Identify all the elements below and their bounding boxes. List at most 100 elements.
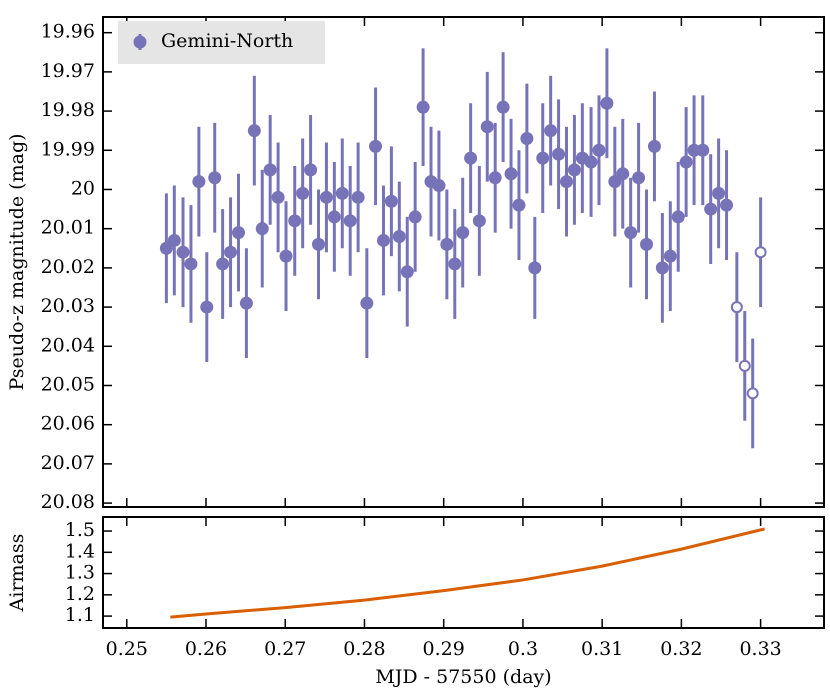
y-tick-label: 1.4 [65, 540, 95, 562]
x-tick-label: 0.29 [423, 638, 465, 660]
y-tick-label: 20.01 [41, 217, 95, 239]
y-tick-label: 20.06 [41, 413, 95, 435]
marker [208, 171, 222, 185]
marker [663, 249, 677, 263]
marker [608, 175, 622, 189]
x-tick-label: 0.3 [508, 638, 538, 660]
marker [271, 190, 285, 204]
marker [544, 124, 558, 138]
line [170, 527, 765, 619]
y-axis-label: Airmass [6, 534, 28, 613]
marker [520, 132, 534, 146]
marker [632, 171, 646, 185]
marker [319, 190, 333, 204]
marker [343, 214, 357, 228]
marker [616, 167, 630, 181]
marker [592, 143, 606, 157]
marker [416, 100, 430, 114]
marker [392, 230, 406, 244]
marker [472, 214, 486, 228]
marker [327, 210, 341, 224]
marker [480, 120, 494, 134]
marker [567, 163, 581, 177]
legend-box [118, 21, 325, 64]
marker [239, 296, 253, 310]
y-tick-label: 20.03 [41, 295, 95, 317]
x-tick-label: 0.25 [106, 638, 148, 660]
marker [496, 100, 510, 114]
plot-frame [102, 16, 825, 508]
y-tick-label: 20.08 [41, 491, 95, 513]
y-tick-label: 20.04 [41, 334, 95, 356]
marker [528, 261, 542, 275]
marker [600, 96, 614, 110]
marker [184, 257, 198, 271]
legend-marker [133, 35, 147, 49]
marker [464, 151, 478, 165]
marker [624, 226, 638, 240]
y-axis-label: Pseudo-z magnitude (mag) [6, 133, 28, 390]
x-axis-label: MJD - 57550 (day) [375, 666, 551, 688]
marker [312, 237, 326, 251]
marker [279, 249, 293, 263]
marker [536, 151, 550, 165]
marker [512, 198, 526, 212]
marker [655, 261, 669, 275]
marker [335, 186, 349, 200]
marker [384, 194, 398, 208]
x-tick-label: 0.27 [264, 638, 306, 660]
y-tick-label: 1.5 [65, 519, 95, 541]
marker [360, 296, 374, 310]
marker [304, 163, 318, 177]
marker [369, 139, 383, 153]
y-tick-label: 1.1 [65, 604, 95, 626]
y-tick-label: 20.07 [41, 452, 95, 474]
marker [584, 155, 598, 169]
y-tick-label: 19.97 [41, 60, 95, 82]
x-tick-label: 0.28 [343, 638, 385, 660]
marker [296, 186, 310, 200]
y-tick-label: 1.3 [65, 562, 95, 584]
marker [255, 222, 269, 236]
y-tick-label: 20.02 [41, 256, 95, 278]
marker [440, 237, 454, 251]
marker [224, 245, 238, 259]
y-tick-label: 19.96 [41, 21, 95, 43]
marker [754, 246, 767, 259]
marker [488, 171, 502, 185]
x-tick-label: 0.33 [739, 638, 781, 660]
marker [288, 214, 302, 228]
plot-frame [102, 516, 825, 629]
y-tick-label: 20.05 [41, 373, 95, 395]
x-tick-label: 0.32 [660, 638, 702, 660]
marker [712, 186, 726, 200]
marker [504, 167, 518, 181]
marker [456, 226, 470, 240]
marker [192, 175, 206, 189]
y-tick-label: 20 [71, 177, 95, 199]
marker [704, 202, 718, 216]
marker [647, 139, 661, 153]
marker [448, 257, 462, 271]
marker [216, 257, 230, 271]
marker [552, 147, 566, 161]
marker [167, 233, 181, 247]
marker [671, 210, 685, 224]
marker [200, 300, 214, 314]
y-tick-label: 19.99 [41, 138, 95, 160]
marker [231, 226, 245, 240]
marker [560, 175, 573, 189]
marker [376, 233, 390, 247]
marker [679, 155, 693, 169]
marker [730, 301, 743, 314]
marker [176, 245, 190, 259]
marker [640, 237, 654, 251]
marker [432, 179, 446, 193]
y-tick-label: 1.2 [65, 583, 95, 605]
x-tick-label: 0.26 [185, 638, 227, 660]
marker [696, 143, 710, 157]
marker [159, 241, 173, 255]
marker [720, 198, 734, 212]
